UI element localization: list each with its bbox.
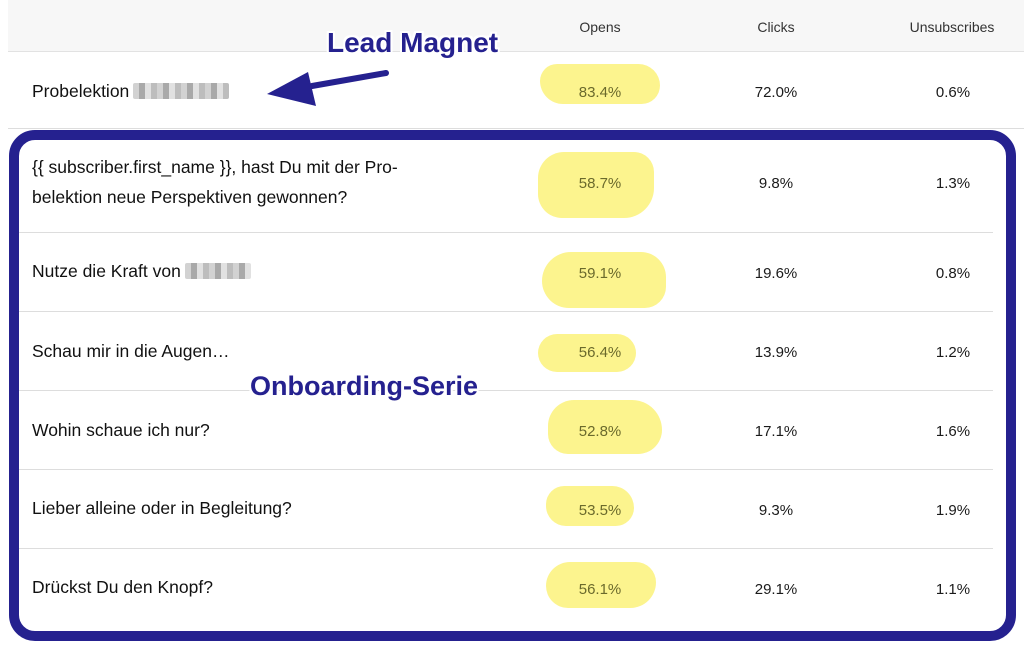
- unsubscribes-value: 0.8%: [935, 265, 971, 282]
- clicks-value: 19.6%: [754, 265, 798, 282]
- row-subject-line-2[interactable]: belektion neue Perspektiven gewonnen?: [32, 187, 348, 207]
- clicks-value: 13.9%: [754, 344, 798, 361]
- row-divider: [8, 128, 1024, 129]
- onboarding-series-annotation: Onboarding-Serie: [250, 371, 479, 401]
- row-subject[interactable]: Schau mir in die Augen…: [32, 341, 230, 361]
- onboarding-series-box: [9, 130, 1016, 641]
- clicks-value: 17.1%: [754, 423, 798, 440]
- highlight-marker: [538, 152, 654, 218]
- clicks-value: 29.1%: [754, 581, 798, 598]
- row-divider: [19, 390, 993, 391]
- highlight-marker: [538, 334, 636, 372]
- highlight-marker: [548, 400, 662, 454]
- clicks-value: 9.8%: [758, 175, 794, 192]
- column-header-clicks[interactable]: Clicks: [757, 19, 795, 35]
- opens-value: 59.1%: [578, 265, 622, 282]
- opens-value: 52.8%: [578, 423, 622, 440]
- row-divider: [19, 311, 993, 312]
- blurred-text: [133, 83, 230, 99]
- row-subject[interactable]: Nutze die Kraft von: [32, 257, 251, 286]
- lead-magnet-annotation: Lead Magnet: [327, 27, 499, 58]
- row-subject[interactable]: Wohin schaue ich nur?: [32, 420, 210, 440]
- opens-value: 56.4%: [578, 344, 622, 361]
- row-subject[interactable]: Probelektion: [32, 77, 230, 106]
- row-divider: [19, 232, 993, 233]
- row-subject-line-1[interactable]: {{ subscriber.first_name }}, hast Du mit…: [32, 157, 398, 177]
- highlight-marker: [546, 562, 656, 608]
- row-subject[interactable]: Lieber alleine oder in Begleitung?: [32, 498, 292, 518]
- opens-value: 56.1%: [578, 581, 622, 598]
- opens-value: 53.5%: [578, 502, 622, 519]
- unsubscribes-value: 0.6%: [935, 84, 971, 101]
- opens-value: 58.7%: [578, 175, 622, 192]
- column-header-unsubscribes[interactable]: Unsubscribes: [909, 19, 995, 35]
- row-divider: [19, 469, 993, 470]
- clicks-value: 9.3%: [758, 502, 794, 519]
- blurred-text: [184, 263, 251, 279]
- row-divider: [19, 548, 993, 549]
- unsubscribes-value: 1.1%: [935, 581, 971, 598]
- row-subject[interactable]: Drückst Du den Knopf?: [32, 577, 213, 597]
- clicks-value: 72.0%: [754, 84, 798, 101]
- column-header-opens[interactable]: Opens: [579, 19, 621, 35]
- opens-value: 83.4%: [578, 84, 622, 101]
- highlight-marker: [542, 252, 666, 308]
- highlight-marker: [540, 64, 660, 104]
- unsubscribes-value: 1.9%: [935, 502, 971, 519]
- unsubscribes-value: 1.3%: [935, 175, 971, 192]
- unsubscribes-value: 1.2%: [935, 344, 971, 361]
- table-header: [8, 0, 1024, 52]
- highlight-marker: [546, 486, 634, 526]
- unsubscribes-value: 1.6%: [935, 423, 971, 440]
